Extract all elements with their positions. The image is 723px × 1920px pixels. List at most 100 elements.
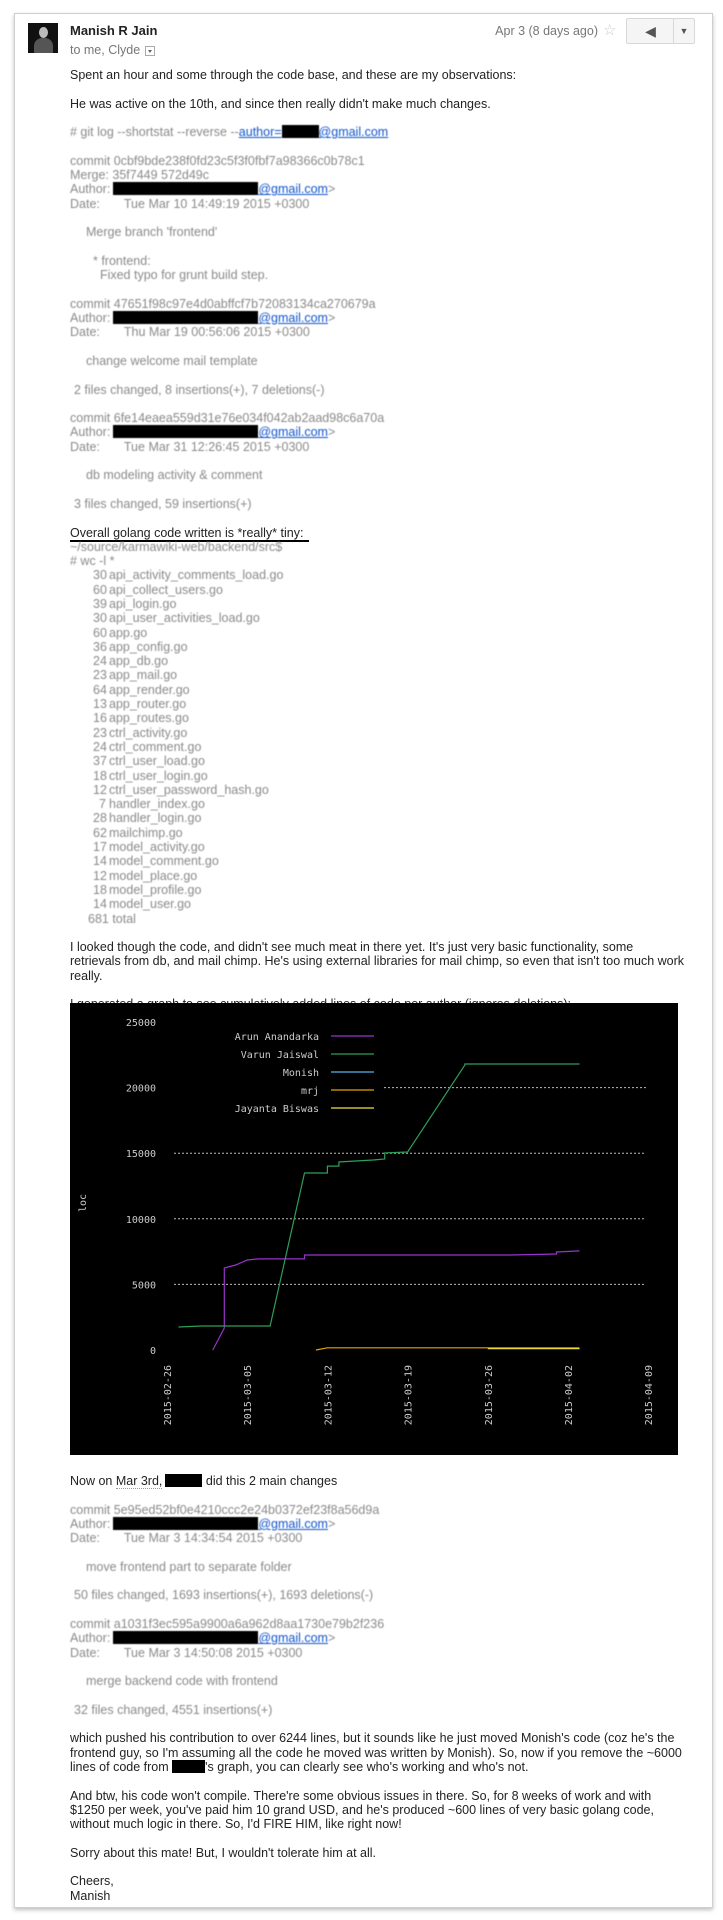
author-link-a: author= (238, 125, 282, 140)
file-row: 13 app_router.go (70, 697, 685, 711)
line-count: 16 (93, 711, 107, 726)
commit-message: merge backend code with frontend (86, 1674, 278, 1689)
legend-label: Monish (283, 1068, 319, 1079)
file-row: 28 handler_login.go (70, 811, 685, 825)
series-line-1 (178, 1063, 580, 1328)
commit-hash: commit 0cbf9bde238f0fd23c5f3f0fbf7a98366… (70, 153, 365, 168)
file-name: model_user.go (109, 897, 192, 912)
sender-name[interactable]: Manish R Jain (70, 23, 158, 38)
chart-svg: 0 5000 10000 15000 20000 25000 2015-02-26 2015-… (78, 1018, 655, 1425)
file-row: 62 mailchimp.go (70, 826, 685, 840)
recipients-text: to me, Clyde (70, 43, 141, 57)
author-line: Author: @gmail.com> (70, 425, 685, 439)
author-label: Author: (70, 425, 111, 440)
x-tick-label: 2015-03-12 (323, 1365, 334, 1425)
author-line: Author: @gmail.com> (70, 311, 685, 325)
path-text: ~/source/karmawiki-web/backend/src$ (70, 539, 283, 554)
file-row: 14 model_comment.go (70, 854, 685, 868)
star-icon[interactable]: ☆ (603, 22, 617, 39)
file-row: 12 ctrl_user_password_hash.go (70, 783, 685, 797)
commit-message: db modeling activity & comment (86, 468, 263, 483)
file-row: 60 app.go (70, 626, 685, 640)
file-row: 30 api_user_activities_load.go (70, 611, 685, 625)
line-count: 12 (93, 782, 107, 797)
signoff-text: Manish (70, 1888, 111, 1903)
overall-text: Overall golang code written is *really* … (70, 526, 685, 542)
gt: > (327, 311, 336, 326)
file-row: 14 model_user.go (70, 897, 685, 911)
file-list: 30 api_activity_comments_load.go 60 api_col… (70, 568, 685, 911)
spacer (70, 1545, 685, 1559)
date-label: Date: (70, 1645, 100, 1660)
file-row: 7 handler_index.go (70, 797, 685, 811)
legend-label: Jayanta Biswas (235, 1104, 319, 1115)
file-row: 17 model_activity.go (70, 840, 685, 854)
spacer (70, 1603, 685, 1617)
author-email[interactable]: @gmail.com (258, 182, 328, 197)
file-name: ctrl_user_load.go (109, 754, 205, 769)
line-count: 23 (93, 725, 107, 740)
author-email[interactable]: @gmail.com (258, 425, 328, 440)
message-date: Apr 3 (8 days ago) (495, 24, 598, 38)
redaction (113, 311, 259, 325)
file-name: model_place.go (109, 868, 198, 883)
active-text: He was active on the 10th, and since the… (70, 96, 491, 111)
author-link[interactable]: author= @gmail.com (239, 125, 388, 139)
git-log-command: # git log --shortstat --reverse --author… (70, 125, 685, 139)
commit-hash: commit 6fe14eaea559d31e76e034f042ab2aad9… (70, 411, 385, 426)
author-email[interactable]: @gmail.com (258, 1516, 328, 1531)
spacer (70, 211, 685, 225)
avatar[interactable] (28, 23, 58, 53)
spacer (70, 511, 685, 525)
chevron-down-icon: ▼ (679, 26, 689, 36)
date-label: Date: (70, 325, 100, 340)
y-tick-label: 20000 (126, 1084, 156, 1095)
date-highlight[interactable]: Mar 3rd, (115, 1474, 163, 1489)
pushed-text: which pushed his contribution to over 62… (70, 1731, 685, 1774)
reply-icon: ◀ (645, 23, 656, 39)
reply-button[interactable]: ◀ (626, 18, 674, 44)
file-name: app_router.go (109, 697, 187, 712)
email-card (14, 13, 713, 1908)
file-name: app_config.go (109, 639, 188, 654)
author-email[interactable]: @gmail.com (258, 311, 328, 326)
x-tick-label: 2015-04-09 (644, 1365, 655, 1425)
spacer (70, 1688, 685, 1702)
commit-hash: commit 5e95ed52bf0e4210ccc2e24b0372ef23f… (70, 1502, 380, 1517)
spacer (70, 1574, 685, 1588)
date-label: Date: (70, 1531, 100, 1546)
show-details-dropdown[interactable] (145, 45, 156, 56)
author-line: Author: @gmail.com> (70, 1631, 685, 1645)
legend-label: Arun Anandarka (235, 1032, 319, 1043)
spacer (70, 240, 685, 254)
commit-hash: commit a1031f3ec595a9900a6a962d8aa1730e7… (70, 1616, 385, 1631)
file-row: 37 ctrl_user_load.go (70, 754, 685, 768)
author-email[interactable]: @gmail.com (258, 1631, 328, 1646)
x-tick-label: 2015-02-26 (163, 1365, 174, 1425)
x-tick-label: 2015-03-19 (404, 1365, 415, 1425)
y-tick-label: 10000 (126, 1215, 156, 1226)
file-name: app.go (109, 625, 148, 640)
x-tick-label: 2015-04-02 (564, 1365, 575, 1425)
x-tick-label: 2015-03-26 (484, 1365, 495, 1425)
commit-message: move frontend part to separate folder (86, 1559, 292, 1574)
file-name: app_mail.go (109, 668, 178, 683)
line-count: 24 (93, 739, 107, 754)
commit-list-2: commit 5e95ed52bf0e4210ccc2e24b0372ef23f… (70, 1503, 685, 1732)
legend-label: mrj (301, 1086, 319, 1097)
commit-hash: commit 47651f98c97e4d0abffcf7b72083134ca… (70, 296, 376, 311)
pushed-a: which pushed his contribution to over 62… (70, 1731, 682, 1774)
commit-stat: 50 files changed, 1693 insertions(+), 16… (74, 1588, 374, 1603)
more-options-button[interactable]: ▼ (673, 18, 695, 44)
file-row: 24 ctrl_comment.go (70, 740, 685, 754)
author-link-b: @gmail.com (318, 125, 389, 140)
line-count: 14 (93, 897, 107, 912)
y-tick-label: 0 (150, 1346, 156, 1357)
author-label: Author: (70, 311, 111, 326)
line-count: 17 (93, 840, 107, 855)
y-tick-label: 5000 (132, 1280, 156, 1291)
author-label: Author: (70, 1631, 111, 1646)
series-line-3 (315, 1347, 580, 1351)
file-row: 39 api_login.go (70, 597, 685, 611)
file-row: 16 app_routes.go (70, 711, 685, 725)
